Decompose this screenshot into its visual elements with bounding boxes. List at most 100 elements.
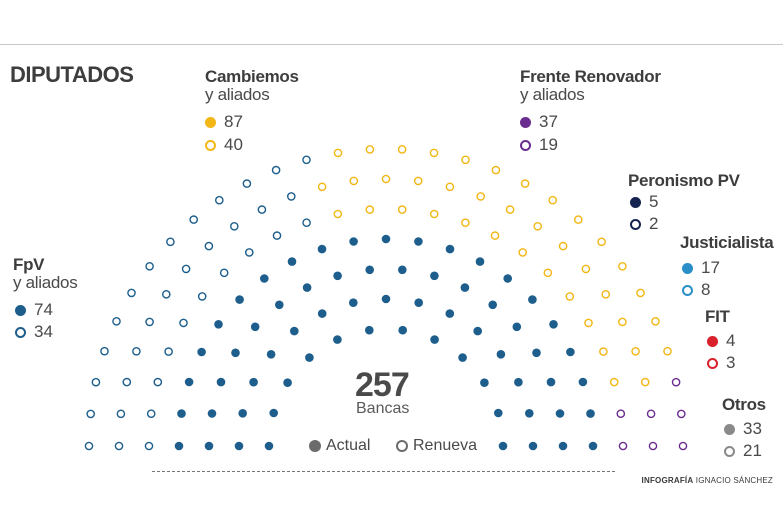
seat-renueva — [100, 346, 109, 356]
seat-renueva — [663, 346, 672, 356]
seat-renueva — [601, 289, 611, 299]
seat-renueva — [413, 176, 423, 186]
seat-actual — [528, 295, 537, 304]
seat-actual — [473, 326, 483, 336]
seat-actual — [333, 335, 342, 344]
legend-actual-label: Actual — [326, 437, 371, 454]
hollow-dot-icon — [724, 445, 735, 457]
seat-renueva — [636, 288, 645, 298]
seat-actual — [514, 377, 523, 387]
seat-actual — [555, 409, 565, 418]
seat-renueva — [153, 377, 163, 387]
seat-renueva — [618, 317, 627, 327]
filled-dot-icon — [630, 196, 641, 208]
seat-actual — [414, 298, 424, 308]
hollow-dot-icon — [520, 139, 531, 151]
seat-actual — [214, 320, 223, 329]
seat-renueva — [581, 264, 591, 274]
seat-actual — [260, 274, 269, 283]
seat-renueva — [597, 237, 606, 247]
count-value: 8 — [701, 280, 711, 299]
fit-renueva-count: 3 — [707, 353, 735, 373]
hollow-dot-icon — [707, 357, 718, 369]
seat-renueva — [365, 145, 375, 154]
seat-actual — [287, 257, 297, 266]
seat-actual — [333, 271, 342, 281]
party-label-cambiemos: Cambiemos y aliados — [205, 68, 299, 104]
seat-actual — [398, 325, 408, 335]
seat-renueva — [242, 179, 252, 188]
seat-renueva — [429, 148, 439, 158]
seat-actual — [414, 237, 423, 246]
seat-actual — [207, 409, 217, 418]
seat-renueva — [179, 318, 188, 328]
seat-actual — [231, 348, 240, 358]
seat-renueva — [219, 268, 229, 278]
seat-actual — [475, 257, 485, 266]
filled-dot-icon — [682, 262, 693, 274]
seat-actual — [174, 441, 184, 451]
seat-renueva — [631, 346, 640, 356]
seat-renueva — [599, 347, 608, 356]
party-name: FIT — [705, 307, 730, 326]
seat-renueva — [616, 409, 626, 419]
seat-renueva — [490, 231, 500, 240]
seat-actual — [512, 322, 522, 332]
filled-dot-icon — [309, 440, 321, 452]
justicialista-renueva-count: 8 — [682, 280, 710, 300]
fpv-actual-count: 74 — [15, 300, 53, 320]
filled-dot-icon — [707, 335, 718, 347]
seat-actual — [197, 347, 206, 357]
seat-actual — [458, 353, 467, 362]
party-label-frente-renovador: Frente Renovador y aliados — [520, 68, 661, 104]
frente-renovador-renueva-count: 19 — [520, 135, 558, 155]
top-rule — [0, 44, 783, 45]
seat-actual — [546, 377, 556, 387]
seat-actual — [549, 320, 558, 329]
seat-actual — [528, 441, 538, 451]
count-value: 87 — [224, 112, 243, 131]
seat-actual — [275, 300, 284, 310]
seat-actual — [525, 409, 534, 418]
credit-name: IGNACIO SÁNCHEZ — [695, 476, 773, 485]
count-value: 3 — [726, 353, 736, 372]
seat-renueva — [122, 377, 132, 387]
party-name: Otros — [722, 395, 766, 414]
seat-renueva — [114, 441, 124, 451]
seat-renueva — [181, 264, 191, 274]
total-seats-label: Bancas — [356, 400, 410, 417]
seat-renueva — [533, 221, 543, 231]
count-value: 21 — [743, 441, 762, 460]
seat-actual — [283, 378, 292, 388]
seat-renueva — [543, 268, 553, 278]
baseline-divider — [152, 471, 615, 472]
legend-actual: Actual — [309, 437, 370, 455]
seat-actual — [381, 234, 391, 244]
seat-actual — [302, 283, 312, 292]
party-name: Cambiemos — [205, 67, 299, 86]
seat-renueva — [365, 205, 375, 214]
seat-renueva — [461, 155, 470, 165]
seat-renueva — [271, 165, 281, 175]
seat-renueva — [671, 377, 681, 387]
seat-renueva — [678, 441, 688, 451]
seat-renueva — [197, 292, 207, 301]
filled-dot-icon — [724, 423, 735, 435]
party-subname: y aliados — [205, 84, 270, 104]
seat-actual — [586, 409, 595, 418]
count-value: 40 — [224, 135, 243, 154]
seat-renueva — [640, 377, 650, 387]
seat-actual — [204, 441, 214, 451]
seat-actual — [235, 295, 244, 304]
seat-renueva — [257, 205, 267, 214]
seat-actual — [498, 441, 508, 451]
hollow-dot-icon — [205, 139, 216, 151]
seat-actual — [480, 378, 489, 388]
legend-renueva: Renueva — [396, 437, 477, 455]
seat-renueva — [145, 317, 154, 327]
seat-actual — [216, 377, 226, 387]
count-value: 2 — [649, 214, 659, 233]
fpv-renueva-count: 34 — [15, 322, 53, 342]
